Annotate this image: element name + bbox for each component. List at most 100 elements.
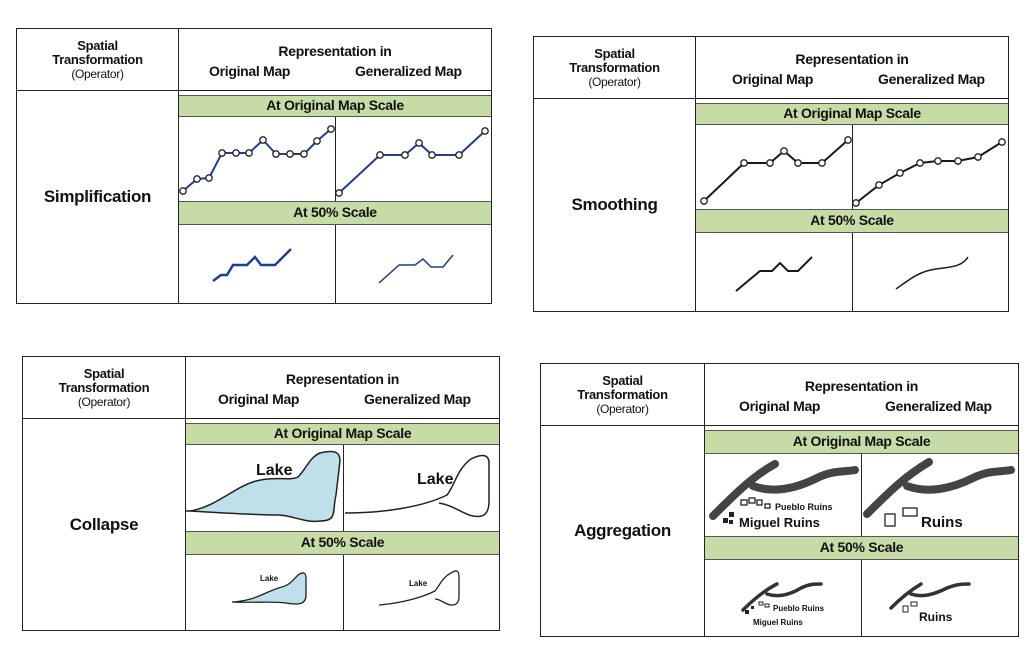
header-generalized-map: Generalized Map <box>885 398 992 414</box>
smoothing-original-line <box>700 136 852 205</box>
operator-name: Smoothing <box>534 99 696 311</box>
simplification-generalized-50-line <box>378 254 454 284</box>
band-original-scale: At Original Map Scale <box>696 103 1008 125</box>
header-representation: Representation in <box>804 378 919 394</box>
vertex-point <box>974 153 982 161</box>
header-operator: (Operator) <box>71 66 124 81</box>
header-transformation: Transformation <box>577 386 668 402</box>
vertex-point <box>740 159 748 167</box>
vertex-point <box>818 159 826 167</box>
vertex-point <box>300 150 308 158</box>
header-generalized-map: Generalized Map <box>355 63 462 79</box>
vertex-point <box>428 151 436 159</box>
pueblo-ruins-label: Pueblo Ruins <box>775 502 833 512</box>
generalized-map-cell <box>335 117 491 201</box>
vertex-point <box>313 137 321 145</box>
lake-label: Lake <box>417 471 454 488</box>
header-generalized-map: Generalized Map <box>878 71 985 87</box>
vertex-point <box>415 139 423 147</box>
header-operator-cell: Spatial Transformation (Operator) <box>17 29 179 91</box>
vertex-point <box>934 157 942 165</box>
column-divider <box>335 117 336 201</box>
smoothing-original-50-line <box>735 256 813 292</box>
roads-and-ruins-generalized-50 <box>889 582 971 613</box>
vertex-point <box>455 151 463 159</box>
band-50-scale: At 50% Scale <box>696 209 1008 233</box>
lake-label: Lake <box>256 462 293 479</box>
column-divider <box>335 225 336 304</box>
header-operator-cell: Spatial Transformation (Operator) <box>541 364 705 426</box>
band-original-scale: At Original Map Scale <box>179 95 491 117</box>
vertex-point <box>245 149 253 157</box>
generalized-map-cell: Lake <box>343 445 500 531</box>
vertex-point <box>954 157 962 165</box>
lake-original-50-shape <box>231 572 307 605</box>
vertex-point <box>327 125 335 133</box>
lake-label-small: Lake <box>260 574 279 583</box>
pueblo-ruins-label-small: Pueblo Ruins <box>773 604 825 613</box>
vertex-point <box>232 149 240 157</box>
generalized-map-50-cell: Lake <box>343 555 500 631</box>
vertex-point <box>376 151 384 159</box>
vertex-point <box>335 189 343 197</box>
smoothing-generalized-50-line <box>895 256 969 290</box>
vertex-point <box>259 136 267 144</box>
header-spatial: Spatial <box>602 372 643 388</box>
band-original-scale: At Original Map Scale <box>705 430 1018 454</box>
header-transformation: Transformation <box>58 379 150 395</box>
vertex-point <box>794 159 802 167</box>
header-spatial: Spatial <box>594 45 635 61</box>
vertex-point <box>852 199 860 207</box>
header-representation-cell: Representation in Original Map Generaliz… <box>179 29 491 91</box>
header-spatial: Spatial <box>77 37 118 53</box>
vertex-point <box>481 127 489 135</box>
header-representation-cell: Representation in Original Map Generaliz… <box>696 37 1008 99</box>
column-divider <box>343 445 344 531</box>
vertex-point <box>998 138 1006 146</box>
header-representation-cell: Representation in Original Map Generaliz… <box>186 357 499 419</box>
header-original-map: Original Map <box>209 63 291 79</box>
vertex-point <box>218 149 226 157</box>
vertex-point <box>700 197 708 205</box>
generalized-map-50-cell <box>852 233 1008 312</box>
header-representation-cell: Representation in Original Map Generaliz… <box>705 364 1018 426</box>
miguel-ruins-label: Miguel Ruins <box>739 515 820 530</box>
original-map-50-cell <box>179 225 335 304</box>
vertex-point <box>916 159 924 167</box>
simplification-original-50-line <box>212 248 292 282</box>
lake-label-small: Lake <box>409 579 428 588</box>
vertex-point <box>286 150 294 158</box>
band-50-scale: At 50% Scale <box>186 531 499 555</box>
header-representation: Representation in <box>795 51 909 67</box>
column-divider <box>852 125 853 209</box>
header-operator: (Operator) <box>596 401 649 416</box>
lake-generalized-50-shape <box>378 570 460 606</box>
original-map-50-cell: Lake <box>186 555 343 631</box>
generalized-map-cell <box>852 125 1008 209</box>
simplification-panel: Spatial Transformation (Operator) Repres… <box>16 28 492 304</box>
operator-name: Simplification <box>17 91 179 303</box>
header-original-map: Original Map <box>732 71 814 87</box>
header-transformation: Transformation <box>52 51 143 67</box>
header-original-map: Original Map <box>218 391 300 407</box>
original-map-cell <box>179 117 335 201</box>
operator-name: Aggregation <box>541 426 705 636</box>
roads-and-ruins-original <box>709 460 859 524</box>
column-divider <box>343 555 344 631</box>
band-original-scale: At Original Map Scale <box>186 423 499 445</box>
original-map-cell <box>696 125 852 209</box>
band-50-scale: At 50% Scale <box>705 536 1018 560</box>
header-representation: Representation in <box>285 371 400 387</box>
column-divider <box>861 560 862 637</box>
roads-and-ruins-original-50 <box>741 582 823 614</box>
ruins-label: Ruins <box>921 514 963 531</box>
miguel-ruins-label-small: Miguel Ruins <box>753 618 803 627</box>
simplification-original-line <box>179 125 335 195</box>
aggregation-panel: Spatial Transformation (Operator) Repres… <box>540 363 1019 637</box>
original-map-50-cell: Pueblo Ruins Miguel Ruins <box>705 560 861 637</box>
header-operator: (Operator) <box>588 74 641 89</box>
original-map-cell: Lake <box>186 445 343 531</box>
column-divider <box>852 233 853 312</box>
collapse-panel: Spatial Transformation (Operator) Repres… <box>22 356 500 631</box>
header-operator-cell: Spatial Transformation (Operator) <box>534 37 696 99</box>
